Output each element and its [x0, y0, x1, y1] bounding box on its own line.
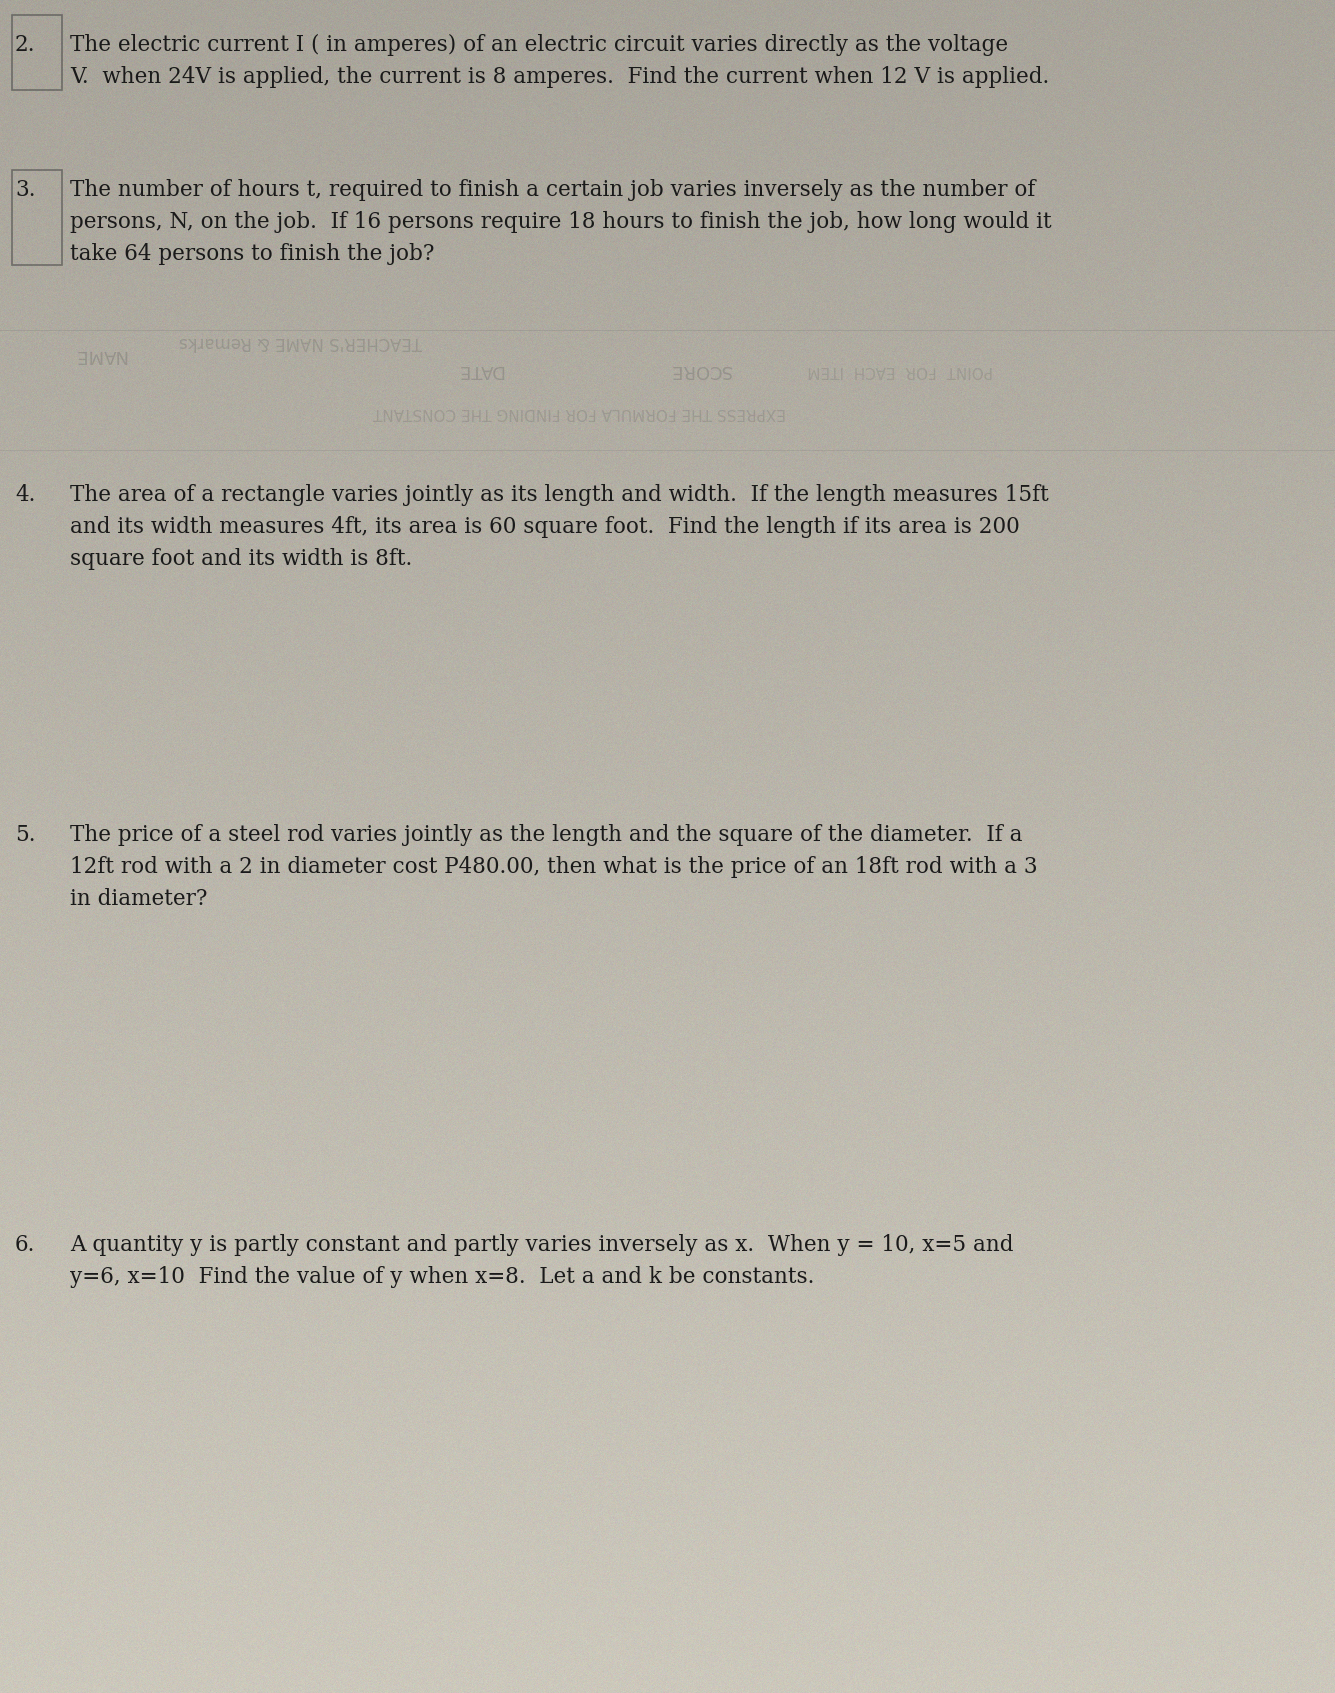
Text: 12ft rod with a 2 in diameter cost P480.00, then what is the price of an 18ft ro: 12ft rod with a 2 in diameter cost P480.… [69, 857, 1037, 879]
Text: in diameter?: in diameter? [69, 889, 207, 911]
Text: EXPRESS THE FORMULA FOR FINDING THE CONSTANT: EXPRESS THE FORMULA FOR FINDING THE CONS… [374, 405, 786, 420]
Text: 4.: 4. [15, 484, 35, 506]
Bar [12, 169, 61, 266]
Text: y=6, x=10  Find the value of y when x=8.  Let a and k be constants.: y=6, x=10 Find the value of y when x=8. … [69, 1266, 814, 1288]
Text: square foot and its width is 8ft.: square foot and its width is 8ft. [69, 549, 413, 571]
Text: SCORE: SCORE [669, 361, 730, 379]
Text: POINT  FOR  EACH  ITEM: POINT FOR EACH ITEM [808, 362, 993, 378]
Text: 2.: 2. [15, 34, 36, 56]
Text: persons, N, on the job.  If 16 persons require 18 hours to finish the job, how l: persons, N, on the job. If 16 persons re… [69, 212, 1052, 234]
Text: TEACHER'S NAME & Remarks: TEACHER'S NAME & Remarks [179, 334, 422, 350]
Text: 5.: 5. [15, 824, 36, 846]
Text: The area of a rectangle varies jointly as its length and width.  If the length m: The area of a rectangle varies jointly a… [69, 484, 1049, 506]
Text: V.  when 24V is applied, the current is 8 amperes.  Find the current when 12 V i: V. when 24V is applied, the current is 8… [69, 66, 1049, 88]
Text: The electric current I ( in amperes) of an electric circuit varies directly as t: The electric current I ( in amperes) of … [69, 34, 1008, 56]
Text: The number of hours t, required to finish a certain job varies inversely as the : The number of hours t, required to finis… [69, 179, 1036, 201]
Text: NAME: NAME [73, 345, 127, 364]
Text: and its width measures 4ft, its area is 60 square foot.  Find the length if its : and its width measures 4ft, its area is … [69, 516, 1020, 538]
Bar [12, 15, 61, 90]
Text: The price of a steel rod varies jointly as the length and the square of the diam: The price of a steel rod varies jointly … [69, 824, 1023, 846]
Text: 6.: 6. [15, 1234, 35, 1256]
Text: 3.: 3. [15, 179, 36, 201]
Text: DATE: DATE [457, 361, 503, 379]
Text: A quantity y is partly constant and partly varies inversely as x.  When y = 10, : A quantity y is partly constant and part… [69, 1234, 1013, 1256]
Text: take 64 persons to finish the job?: take 64 persons to finish the job? [69, 244, 434, 266]
